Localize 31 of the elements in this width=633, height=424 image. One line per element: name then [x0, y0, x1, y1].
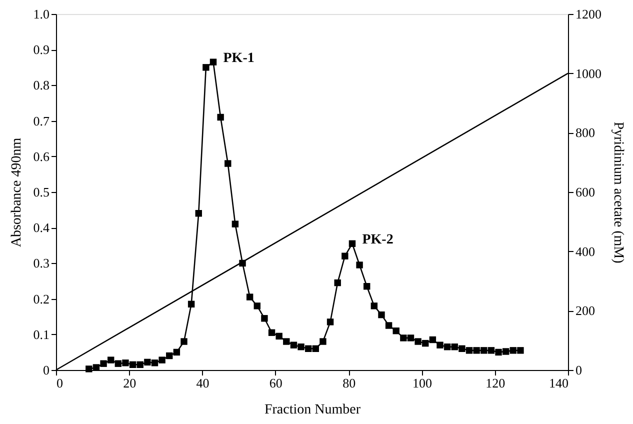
y-tick-label: 0.1 [33, 326, 50, 342]
y-tick-label: 0.7 [33, 113, 50, 128]
y-tick-label: 0.8 [33, 78, 50, 93]
y-tick-label: 0.3 [33, 256, 50, 271]
y2-axis-title: Pyridinium acetate (mM) [610, 122, 626, 264]
annotation: PK-2 [362, 232, 394, 248]
y-tick-label: 0.9 [33, 42, 50, 58]
y2-tick-label: 400 [576, 244, 595, 259]
y2-tick-label: 0 [576, 362, 582, 378]
x-axis-title: Fraction Number [264, 402, 361, 418]
x-tick-label: 60 [269, 376, 282, 390]
annotation: PK-1 [223, 51, 254, 66]
x-tick-label: 80 [342, 376, 356, 390]
y2-tick-label: 1000 [576, 66, 602, 81]
y-tick-label: 0.5 [33, 184, 50, 200]
y2-tick-label: 800 [576, 125, 595, 140]
y-axis-title: Absorbance 490nm [9, 138, 24, 248]
y-tick-label: 0.4 [33, 220, 50, 236]
y2-tick-label: 600 [576, 184, 595, 200]
y-tick-label: 0.6 [33, 148, 50, 164]
x-tick-label: 40 [196, 376, 210, 390]
y2-tick-label: 200 [576, 303, 595, 318]
x-tick-label: 120 [486, 376, 506, 390]
x-tick-label: 140 [549, 376, 568, 390]
y-tick-label: 0 [43, 362, 50, 378]
y2-tick-label: 1200 [576, 6, 602, 22]
x-tick-label: 20 [123, 376, 136, 390]
y-tick-label: 0.2 [33, 291, 50, 306]
x-tick-label: 0 [56, 376, 63, 390]
y-tick-label: 1.0 [33, 6, 50, 22]
x-tick-label: 100 [412, 376, 432, 390]
